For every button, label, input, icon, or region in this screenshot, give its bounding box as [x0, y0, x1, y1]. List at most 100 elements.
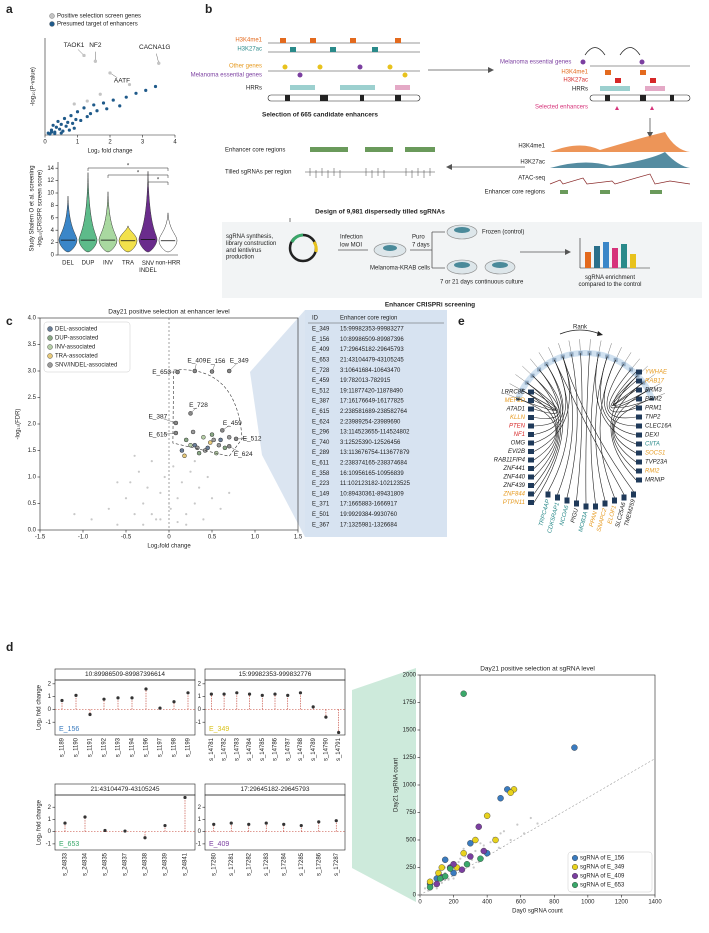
- point: [472, 836, 479, 844]
- point-label: E_512: [243, 436, 262, 443]
- lollipop-head: [158, 706, 162, 710]
- x-tick-label: INV: [103, 261, 113, 267]
- y-tick-label: 1750: [403, 700, 417, 706]
- chord: [606, 364, 637, 419]
- gene-box: [636, 441, 642, 447]
- gene-label: EVI2B: [508, 449, 525, 455]
- point: [201, 435, 206, 440]
- chord: [533, 369, 562, 427]
- step-text: Melanoma-KRAB cells: [370, 266, 430, 272]
- gene-box: [636, 468, 642, 474]
- peak: [605, 70, 611, 75]
- legend-marker: [47, 362, 53, 368]
- legend-label: TRA-associated: [55, 354, 98, 360]
- gene-label: RMI2: [645, 469, 660, 475]
- violin: [118, 225, 138, 253]
- x-tick-label: DEL: [62, 261, 74, 267]
- point: [144, 88, 148, 92]
- point: [159, 491, 162, 494]
- point: [452, 877, 455, 880]
- annotation: TAOK1: [64, 42, 85, 49]
- gene-label: RAB17: [645, 379, 665, 385]
- x-tick-label: s_14784: [247, 737, 253, 761]
- table-cell: 11:102123182-102123525: [340, 481, 411, 487]
- step-caption: Design of 9,981 dispersedly tilled sgRNA…: [315, 209, 445, 216]
- hrr: [600, 86, 630, 91]
- lollipop-head: [103, 828, 107, 833]
- point: [206, 475, 209, 479]
- point: [58, 127, 62, 131]
- core-region: [560, 190, 568, 194]
- table-cell: E_358: [312, 471, 330, 477]
- table-cell: E_615: [312, 409, 330, 415]
- step-text: sgRNA synthesis, library construction and …: [226, 234, 276, 261]
- lollipop-head: [63, 821, 67, 825]
- chord: [576, 353, 583, 501]
- point: [497, 846, 500, 849]
- point: [450, 869, 457, 877]
- gene-dot: [402, 72, 408, 78]
- peak: [372, 47, 378, 52]
- point: [79, 118, 83, 123]
- gene-label: OMG: [511, 441, 526, 447]
- point: [172, 465, 175, 468]
- rank-spoke: [651, 393, 666, 399]
- chart-title: Day21 positive selection at enhancer lev…: [108, 309, 230, 316]
- cells: [383, 245, 397, 251]
- chord: [532, 375, 560, 486]
- table-cell: E_501: [312, 512, 330, 518]
- branch: [410, 231, 445, 269]
- x-tick-label: 3: [141, 140, 145, 146]
- point: [107, 507, 110, 510]
- bar-icon: [621, 244, 627, 268]
- point: [195, 445, 200, 451]
- legend-marker: [572, 882, 579, 889]
- x-tick-label: s_24839: [163, 852, 169, 876]
- gene-label: TVP23A: [645, 460, 667, 466]
- point: [90, 518, 93, 521]
- x-tick-label: 1.5: [294, 535, 303, 541]
- gene-box: [574, 500, 579, 507]
- x-tick-label: 800: [549, 900, 560, 906]
- plot-frame: [54, 794, 196, 851]
- y-tick-label: 14: [47, 166, 54, 172]
- x-tick-label: s_1199: [186, 737, 192, 757]
- y-tick-label: 1250: [403, 755, 417, 761]
- x-tick-label: 400: [482, 900, 493, 906]
- y-tick-label: 0.0: [28, 528, 37, 534]
- loop: [584, 47, 641, 56]
- step-text: 7 days: [412, 243, 430, 249]
- gene-box: [555, 494, 560, 501]
- rank-spoke: [504, 393, 519, 399]
- x-tick-label: 1200: [615, 900, 629, 906]
- panel-label: e: [458, 314, 465, 328]
- chord: [612, 390, 649, 463]
- panel-label: d: [6, 640, 13, 654]
- track-label: H3K4me1: [518, 144, 545, 150]
- point: [142, 523, 145, 526]
- point: [502, 830, 506, 833]
- point: [88, 112, 93, 116]
- point: [462, 847, 465, 850]
- significance: *: [127, 164, 130, 170]
- gene-label: SNAPC2: [596, 507, 608, 532]
- x-tick-label: 2: [108, 140, 112, 146]
- lollipop-head: [163, 823, 167, 828]
- point: [450, 861, 457, 868]
- x-tick-label: s_14785: [260, 737, 266, 761]
- point: [59, 122, 63, 126]
- chart-title: 21:43104479-43105245: [90, 786, 159, 793]
- x-tick-label: TRA: [122, 261, 134, 267]
- point: [118, 104, 122, 108]
- track-label: Other genes: [229, 64, 262, 70]
- gene-dot: [317, 64, 323, 70]
- step-text: Frozen (control): [482, 230, 524, 236]
- lollipop-head: [299, 823, 303, 828]
- x-tick-label: s_24838: [143, 852, 149, 876]
- x-tick-label: -1.0: [78, 535, 89, 541]
- chord: [517, 398, 557, 461]
- lollipop-head: [74, 693, 78, 697]
- point: [69, 114, 73, 118]
- point-label: E_409: [187, 358, 206, 365]
- chord: [610, 375, 638, 409]
